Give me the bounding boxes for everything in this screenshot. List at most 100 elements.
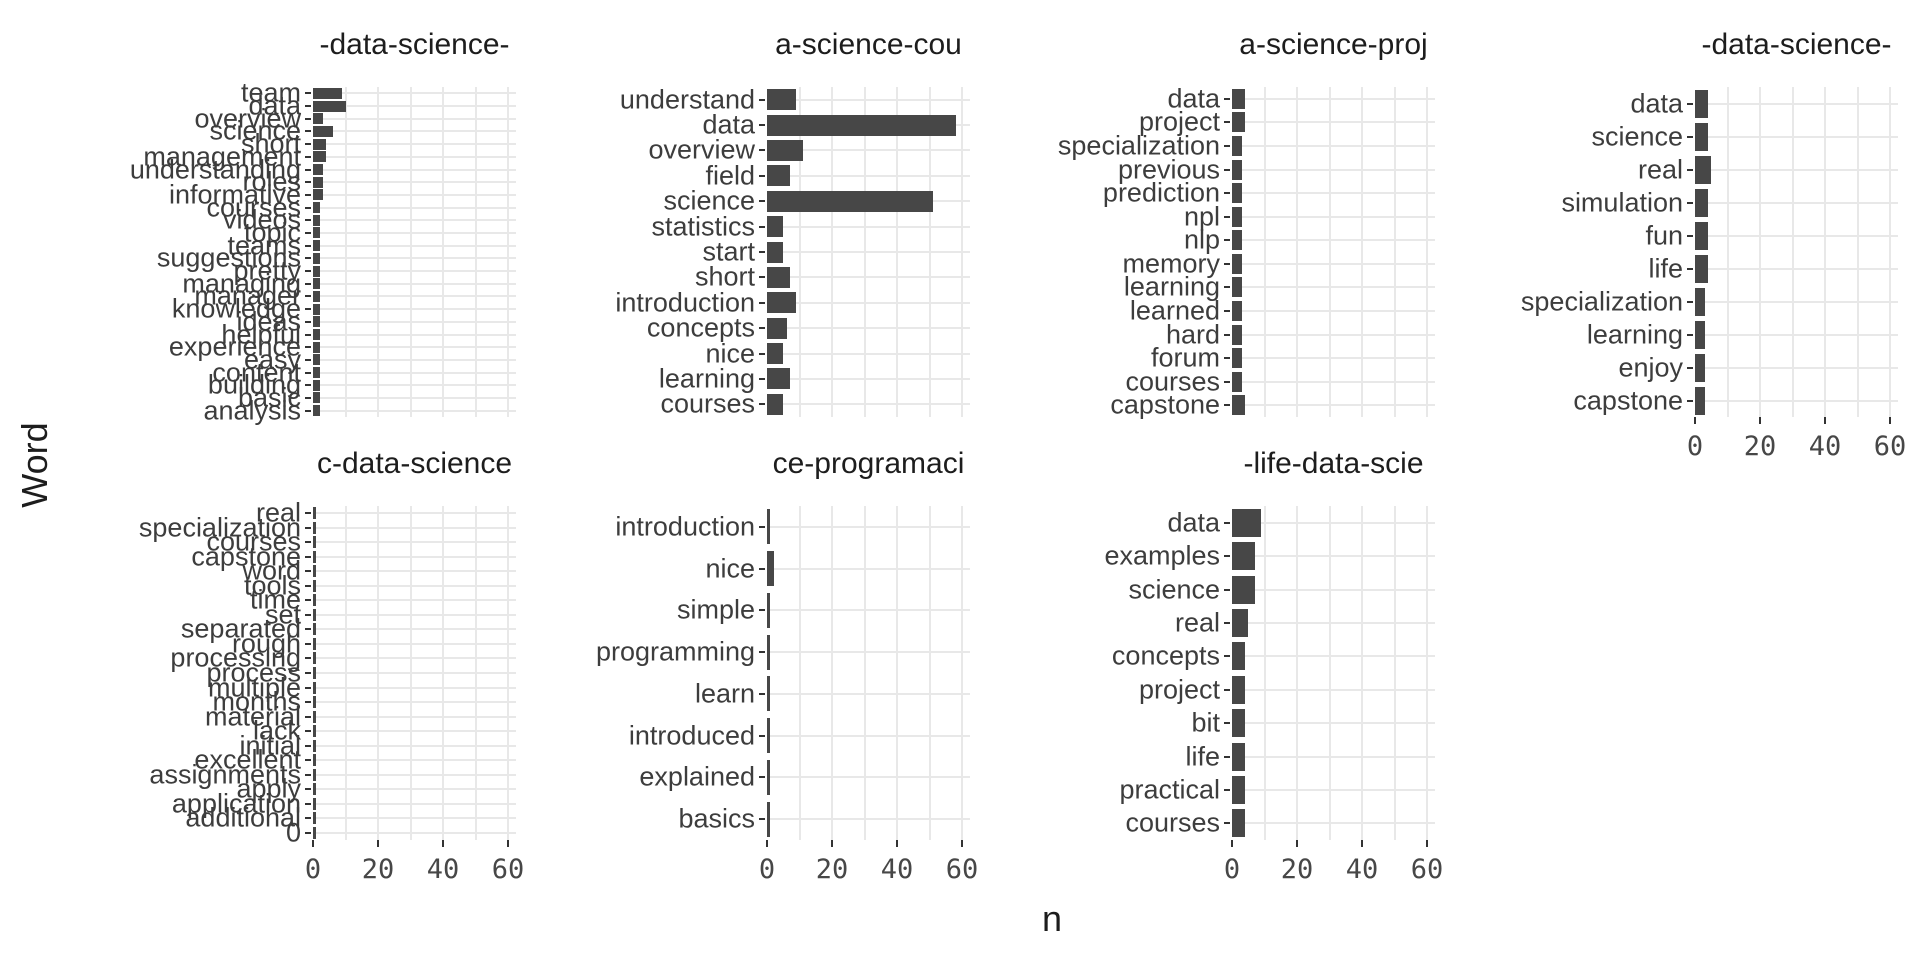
category-label: building — [207, 369, 301, 400]
bar-nice — [767, 551, 774, 586]
y-tick — [1687, 301, 1693, 303]
y-tick — [759, 302, 765, 304]
bar-experience — [313, 342, 320, 353]
grid-h — [1232, 334, 1435, 336]
grid-v — [1361, 506, 1363, 840]
grid-h — [313, 585, 516, 587]
y-tick — [1687, 202, 1693, 204]
y-tick — [305, 105, 311, 107]
category-label: bit — [1191, 707, 1220, 738]
x-tick-label: 60 — [945, 854, 979, 885]
grid-h — [1695, 136, 1898, 138]
bar-capstone — [1232, 395, 1245, 415]
grid-h — [767, 693, 970, 695]
y-tick — [305, 219, 311, 221]
y-tick — [305, 359, 311, 361]
facet: -life-data-scie data examples science real co… — [1104, 447, 1443, 885]
x-tick-label: 20 — [815, 854, 849, 885]
x-tick — [1361, 840, 1363, 847]
y-tick — [1224, 121, 1230, 123]
category-label: informative — [168, 179, 301, 210]
grid-v — [864, 506, 866, 840]
y-tick — [305, 599, 311, 601]
bar-introduction — [767, 292, 796, 313]
y-tick — [305, 308, 311, 310]
category-label: project — [1138, 106, 1220, 137]
bar-apply — [313, 783, 316, 795]
bar-science — [767, 191, 933, 212]
category-label: project — [1138, 674, 1220, 705]
grid-v — [1296, 87, 1298, 417]
grid-v — [442, 87, 444, 417]
category-label: assignments — [149, 759, 301, 790]
grid-h — [1695, 235, 1898, 237]
y-tick — [305, 672, 311, 674]
category-label: capstone — [1110, 389, 1220, 420]
grid-h — [313, 321, 516, 323]
grid-h — [1232, 722, 1435, 724]
category-label: specialization — [1520, 286, 1683, 316]
y-tick — [759, 776, 765, 778]
grid-h — [313, 207, 516, 209]
x-tick — [766, 840, 768, 847]
category-label: learning — [1123, 271, 1220, 302]
category-label: learning — [658, 363, 755, 394]
facet: -data-science-team data overview science sho… — [130, 28, 516, 425]
category-label: basics — [678, 803, 755, 834]
grid-v — [1857, 87, 1859, 417]
grid-h — [313, 687, 516, 689]
y-tick — [1224, 216, 1230, 218]
bar-capstone — [313, 551, 316, 563]
facet-title: ce-programaci — [772, 447, 965, 480]
category-label: introduction — [615, 511, 755, 542]
category-label: hard — [1165, 319, 1220, 349]
bar-managing — [313, 278, 320, 289]
y-tick — [759, 353, 765, 355]
category-label: additional — [185, 802, 301, 833]
grid-h — [1232, 145, 1435, 147]
y-tick — [759, 526, 765, 528]
bar-content — [313, 367, 320, 378]
grid-h — [313, 512, 516, 514]
x-tick-label: 0 — [758, 854, 776, 885]
grid-h — [767, 276, 970, 278]
category-label: data — [1167, 507, 1220, 538]
category-label: capstone — [1573, 385, 1683, 415]
y-tick — [1687, 400, 1693, 402]
grid-h — [313, 803, 516, 805]
x-tick — [1889, 417, 1891, 424]
facet-title: -life-data-scie — [1243, 447, 1424, 480]
facet-panel — [1232, 506, 1435, 840]
y-tick — [1224, 381, 1230, 383]
grid-v — [1824, 87, 1826, 417]
bar-excellent — [313, 754, 316, 766]
bar-knowledge — [313, 304, 320, 315]
facet-panel — [1232, 87, 1435, 417]
grid-v — [1361, 87, 1363, 417]
bar-npl — [1232, 207, 1242, 227]
y-tick — [305, 346, 311, 348]
grid-h — [1695, 202, 1898, 204]
category-label: data — [248, 90, 301, 121]
category-label: enjoy — [1618, 352, 1683, 382]
grid-v — [1889, 87, 1891, 417]
y-tick — [1687, 367, 1693, 369]
y-tick — [1224, 286, 1230, 288]
y-tick — [1687, 334, 1693, 336]
facet-panel — [1695, 87, 1898, 417]
y-tick — [305, 156, 311, 158]
bar-learn — [767, 676, 770, 711]
grid-h — [1232, 555, 1435, 557]
bar-specialization — [1232, 136, 1242, 156]
category-label: nlp — [1183, 224, 1220, 255]
bar-lack — [313, 725, 316, 737]
grid-h — [313, 774, 516, 776]
y-tick — [1224, 522, 1230, 524]
bar-basic — [313, 392, 320, 403]
grid-h — [313, 759, 516, 761]
y-tick — [1224, 239, 1230, 241]
bar-science — [313, 126, 333, 137]
bar-teams — [313, 240, 320, 251]
grid-v — [1792, 87, 1794, 417]
y-tick — [305, 687, 311, 689]
